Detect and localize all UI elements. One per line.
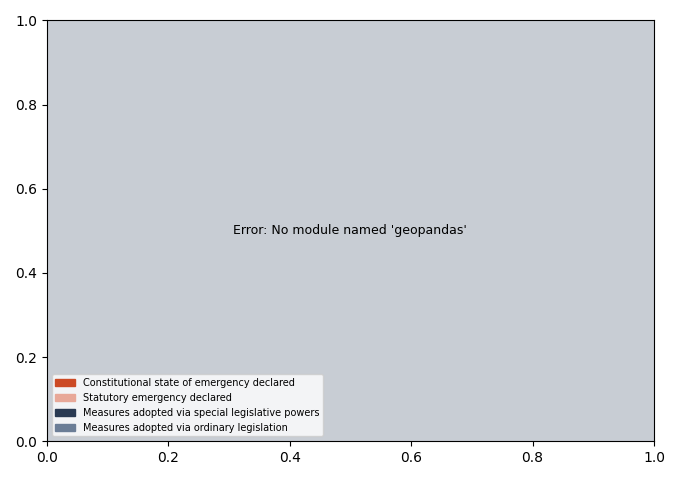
Text: Error: No module named 'geopandas': Error: No module named 'geopandas': [233, 224, 467, 238]
Legend: Constitutional state of emergency declared, Statutory emergency declared, Measur: Constitutional state of emergency declar…: [52, 374, 323, 436]
